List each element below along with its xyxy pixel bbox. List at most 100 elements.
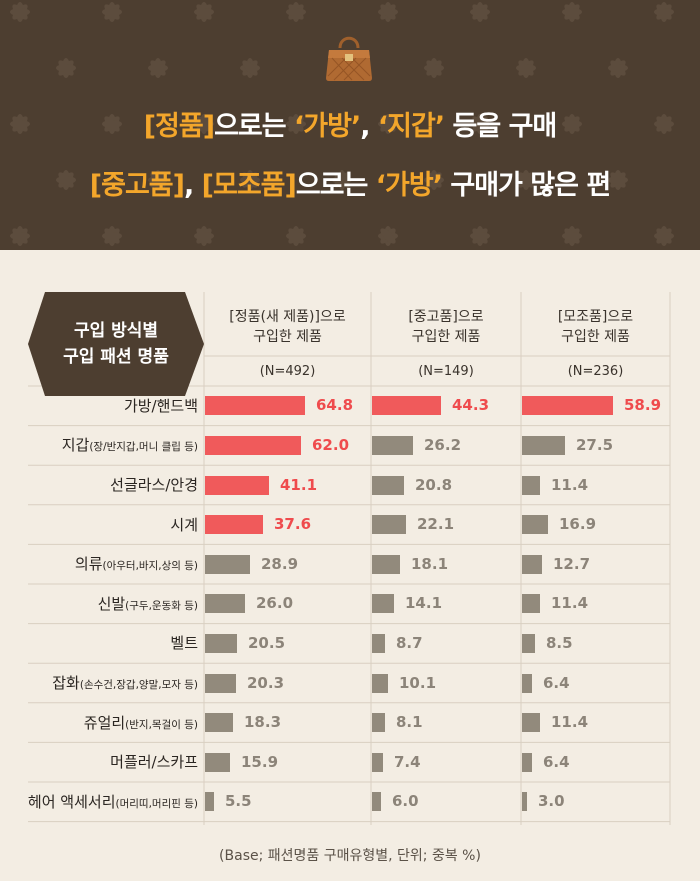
pattern-flower — [378, 2, 398, 22]
row-label-main: 의류 — [74, 555, 103, 574]
pattern-flower — [654, 226, 674, 246]
bar-genuine — [205, 752, 230, 772]
bar-used — [372, 396, 441, 416]
value-label-used: 8.7 — [396, 633, 423, 652]
bar-fake — [522, 633, 535, 653]
bar-used — [372, 515, 406, 535]
value-label-fake: 12.7 — [553, 554, 591, 573]
row-label: 벨트 — [170, 624, 198, 662]
value-label-genuine: 37.6 — [274, 515, 312, 534]
value-label-fake: 11.4 — [551, 475, 589, 494]
value-label-used: 22.1 — [417, 515, 455, 534]
pattern-flower — [654, 2, 674, 22]
pattern-flower — [332, 170, 352, 190]
column-header-fake: [모조품]으로 구입한 제품 — [521, 300, 670, 354]
value-label-fake: 11.4 — [551, 594, 589, 613]
value-label-used: 7.4 — [394, 752, 421, 771]
pattern-flower — [10, 2, 30, 22]
pattern-flower — [470, 114, 490, 134]
title-2-a: [중고품] — [89, 170, 185, 201]
title-2-d: 으로는 — [295, 170, 376, 201]
pattern-flower — [562, 2, 582, 22]
title-2-f: 구매가 많은 편 — [441, 170, 611, 201]
bar-used — [372, 792, 381, 812]
bar-fake — [522, 752, 532, 772]
value-label-fake: 11.4 — [551, 713, 589, 732]
column-title-line2: 구입한 제품 — [561, 329, 630, 345]
pattern-flower — [10, 226, 30, 246]
header-banner: [정품]으로는 ‘가방’, ‘지갑’ 등을 구매 [중고품], [모조품]으로는… — [0, 0, 700, 250]
row-label: 가방/핸드백 — [124, 387, 198, 425]
pattern-flower — [10, 114, 30, 134]
pattern-flower — [562, 226, 582, 246]
title-1-c: ‘가방’ — [294, 111, 361, 142]
column-title-line2: 구입한 제품 — [411, 329, 481, 345]
bar-genuine — [205, 594, 245, 614]
column-title-line1: [모조품]으로 — [557, 309, 634, 325]
value-label-used: 26.2 — [424, 435, 462, 454]
bar-fake — [522, 475, 540, 495]
bar-genuine — [205, 673, 236, 693]
bar-used — [372, 435, 413, 455]
pattern-flower — [470, 2, 490, 22]
row-label-main: 쥬얼리 — [83, 713, 126, 732]
value-label-used: 14.1 — [405, 594, 443, 613]
bar-used — [372, 554, 400, 574]
bar-fake — [522, 515, 548, 535]
row-label-main: 잡화 — [52, 674, 80, 692]
row-label: 선글라스/안경 — [110, 466, 198, 504]
row-label-main: 시계 — [170, 515, 198, 534]
footnote: (Base; 패션명품 구매유형별, 단위; 중복 %) — [219, 848, 481, 864]
pattern-flower — [286, 226, 306, 246]
column-n-used: (N=149) — [418, 364, 474, 379]
column-n-fake: (N=236) — [567, 364, 624, 379]
title-1-f: 등을 구매 — [444, 111, 557, 142]
bar-genuine — [205, 435, 301, 455]
pattern-flower — [470, 226, 490, 246]
pattern-flower — [194, 226, 214, 246]
value-label-genuine: 28.9 — [261, 554, 299, 573]
row-label-main: 선글라스/안경 — [110, 476, 198, 494]
value-label-used: 20.8 — [415, 475, 453, 494]
title-2-e: ‘가방’ — [375, 170, 443, 201]
value-label-genuine: 26.0 — [256, 594, 294, 613]
row-label: 시계 — [170, 506, 198, 544]
row-label-sub: (머리띠,머리핀 등) — [115, 797, 199, 810]
bar-used — [372, 633, 385, 653]
value-label-genuine: 20.3 — [247, 673, 285, 692]
bar-fake — [522, 594, 540, 614]
pattern-flower — [194, 2, 214, 22]
bar-used — [372, 752, 383, 772]
row-label-main: 머플러/스카프 — [110, 753, 198, 772]
column-title-line1: [정품(새 제품)]으로 — [229, 309, 346, 325]
bar-fake — [522, 435, 565, 455]
value-label-used: 8.1 — [396, 713, 423, 732]
monogram-pattern — [10, 2, 674, 246]
pattern-flower — [102, 226, 122, 246]
pattern-flower — [102, 2, 122, 22]
value-label-used: 18.1 — [411, 554, 449, 573]
value-label-genuine: 15.9 — [241, 752, 279, 771]
bar-genuine — [205, 792, 214, 812]
bar-genuine — [205, 515, 263, 535]
title-2-b: , — [183, 170, 202, 201]
row-label-main: 헤어 액세서리 — [27, 792, 116, 811]
bar-fake — [522, 396, 613, 416]
column-title-line1: [중고품]으로 — [408, 309, 484, 325]
row-label: 헤어 액세서리(머리띠,머리핀 등) — [28, 783, 198, 821]
pattern-flower — [286, 2, 306, 22]
title-1-d: , — [360, 111, 378, 142]
pattern-flower — [240, 58, 260, 78]
bar-fake — [522, 554, 542, 574]
value-label-used: 44.3 — [452, 396, 490, 415]
row-label-sub: (손수건,장갑,양말,모자 등) — [79, 679, 198, 691]
handbag-icon — [326, 36, 372, 81]
value-label-fake: 58.9 — [624, 396, 662, 415]
title-1-a: [정품] — [143, 111, 215, 142]
pattern-flower — [424, 170, 444, 190]
value-label-genuine: 64.8 — [316, 396, 354, 415]
value-label-fake: 27.5 — [576, 435, 614, 454]
value-label-genuine: 41.1 — [280, 475, 318, 494]
bar-used — [372, 713, 385, 733]
bar-genuine — [205, 475, 269, 495]
